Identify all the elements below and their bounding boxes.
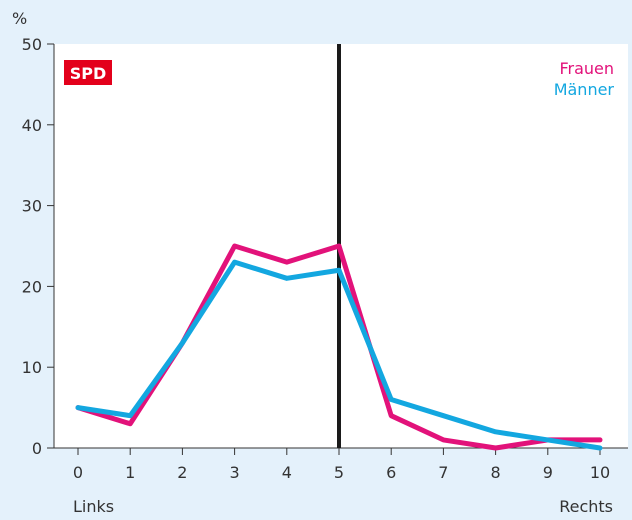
legend: Frauen Männer xyxy=(554,59,615,99)
y-tick-label: 10 xyxy=(22,358,42,377)
y-tick-label: 20 xyxy=(22,277,42,296)
y-tick-label: 50 xyxy=(22,35,42,54)
legend-label-frauen: Frauen xyxy=(559,59,614,78)
x-tick-label: 0 xyxy=(73,463,83,482)
x-axis-label-right: Rechts xyxy=(559,497,613,516)
y-axis-unit: % xyxy=(12,9,27,28)
party-badge-label: SPD xyxy=(70,64,107,83)
x-axis-label-left: Links xyxy=(73,497,114,516)
y-tick-label: 0 xyxy=(32,439,42,458)
x-tick-label: 8 xyxy=(491,463,501,482)
y-tick-label: 30 xyxy=(22,197,42,216)
x-tick-label: 4 xyxy=(282,463,292,482)
x-tick-label: 10 xyxy=(590,463,610,482)
x-tick-label: 3 xyxy=(230,463,240,482)
x-tick-label: 2 xyxy=(177,463,187,482)
x-tick-label: 7 xyxy=(438,463,448,482)
series-group xyxy=(75,243,603,451)
legend-label-maenner: Männer xyxy=(554,80,615,99)
x-axis: 0 1 2 3 4 5 6 7 8 9 10 xyxy=(54,447,628,482)
series-line-maenner xyxy=(75,259,603,451)
x-tick-label: 5 xyxy=(334,463,344,482)
x-tick-label: 6 xyxy=(386,463,396,482)
party-badge xyxy=(64,60,112,85)
y-axis: 0 10 20 30 40 50 xyxy=(22,35,55,458)
x-tick-label: 9 xyxy=(543,463,553,482)
y-tick-label: 40 xyxy=(22,116,42,135)
x-tick-label: 1 xyxy=(125,463,135,482)
